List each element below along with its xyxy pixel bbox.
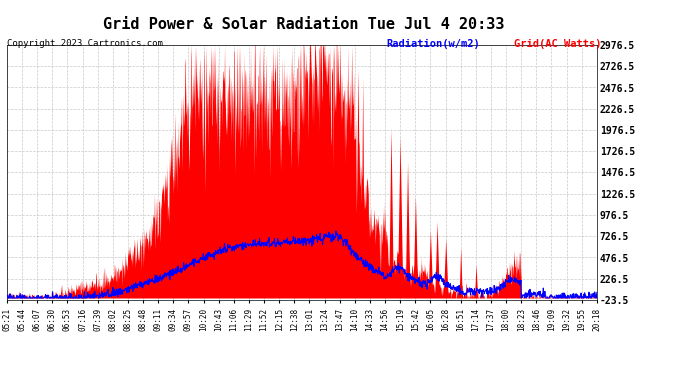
Text: Grid(AC Watts): Grid(AC Watts) bbox=[514, 39, 602, 50]
Text: Copyright 2023 Cartronics.com: Copyright 2023 Cartronics.com bbox=[7, 39, 163, 48]
Text: Radiation(w/m2): Radiation(w/m2) bbox=[386, 39, 480, 50]
Text: Grid Power & Solar Radiation Tue Jul 4 20:33: Grid Power & Solar Radiation Tue Jul 4 2… bbox=[103, 17, 504, 32]
